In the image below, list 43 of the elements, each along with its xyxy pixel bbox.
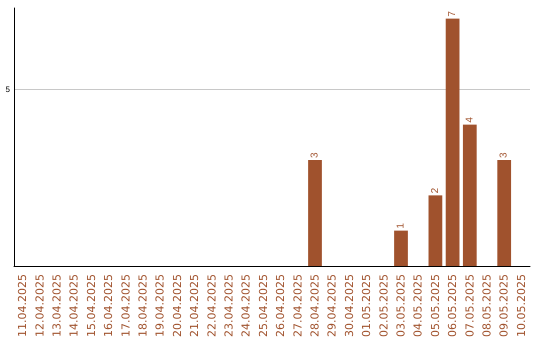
x-tick-label: 09.05.2025 bbox=[498, 274, 511, 338]
data-label: 2 bbox=[430, 187, 441, 194]
x-tick-label: 18.04.2025 bbox=[136, 274, 150, 338]
x-tick-label: 28.04.2025 bbox=[308, 274, 322, 338]
x-tick-label: 23.04.2025 bbox=[222, 274, 236, 338]
x-tick-label: 10.05.2025 bbox=[514, 274, 528, 338]
x-tick-label: 29.04.2025 bbox=[326, 274, 339, 338]
x-tick-label: 19.04.2025 bbox=[154, 274, 167, 338]
bar bbox=[308, 160, 322, 266]
x-tick-label: 08.05.2025 bbox=[480, 274, 494, 338]
data-label: 7 bbox=[447, 10, 458, 17]
x-tick-label: 15.04.2025 bbox=[84, 274, 98, 338]
x-tick-label: 17.04.2025 bbox=[119, 274, 132, 338]
x-tick-label: 13.04.2025 bbox=[50, 274, 64, 338]
x-tick-label: 25.04.2025 bbox=[256, 274, 270, 338]
data-label: 1 bbox=[396, 222, 406, 229]
y-tick-label: 5 bbox=[6, 84, 11, 94]
data-label: 3 bbox=[498, 152, 510, 158]
x-tick-label: 21.04.2025 bbox=[188, 274, 202, 338]
x-tick-label: 22.04.2025 bbox=[205, 274, 218, 338]
x-tick-label: 04.05.2025 bbox=[412, 274, 425, 338]
x-tick-label: 05.05.2025 bbox=[428, 274, 442, 338]
bar bbox=[446, 18, 460, 266]
bar bbox=[428, 195, 442, 266]
x-tick-label: 27.04.2025 bbox=[291, 274, 304, 338]
data-label: 3 bbox=[310, 152, 320, 158]
x-tick-label: 03.05.2025 bbox=[394, 274, 408, 338]
bar bbox=[394, 230, 408, 266]
x-tick-label: 20.04.2025 bbox=[170, 274, 184, 338]
x-tick-label: 07.05.2025 bbox=[463, 274, 476, 338]
x-tick-label: 16.04.2025 bbox=[102, 274, 116, 338]
x-tick-label: 24.04.2025 bbox=[240, 274, 253, 338]
data-label: 4 bbox=[464, 116, 476, 123]
x-tick-label: 12.04.2025 bbox=[33, 274, 46, 338]
bar bbox=[497, 160, 512, 266]
x-tick-label: 26.04.2025 bbox=[274, 274, 288, 338]
x-tick-label: 14.04.2025 bbox=[68, 274, 81, 338]
x-tick-label: 06.05.2025 bbox=[446, 274, 460, 338]
bar bbox=[462, 124, 477, 266]
x-tick-label: 01.05.2025 bbox=[360, 274, 374, 338]
x-tick-label: 11.04.2025 bbox=[16, 274, 30, 338]
x-tick-label: 30.04.2025 bbox=[342, 274, 356, 338]
x-tick-label: 02.05.2025 bbox=[377, 274, 390, 338]
